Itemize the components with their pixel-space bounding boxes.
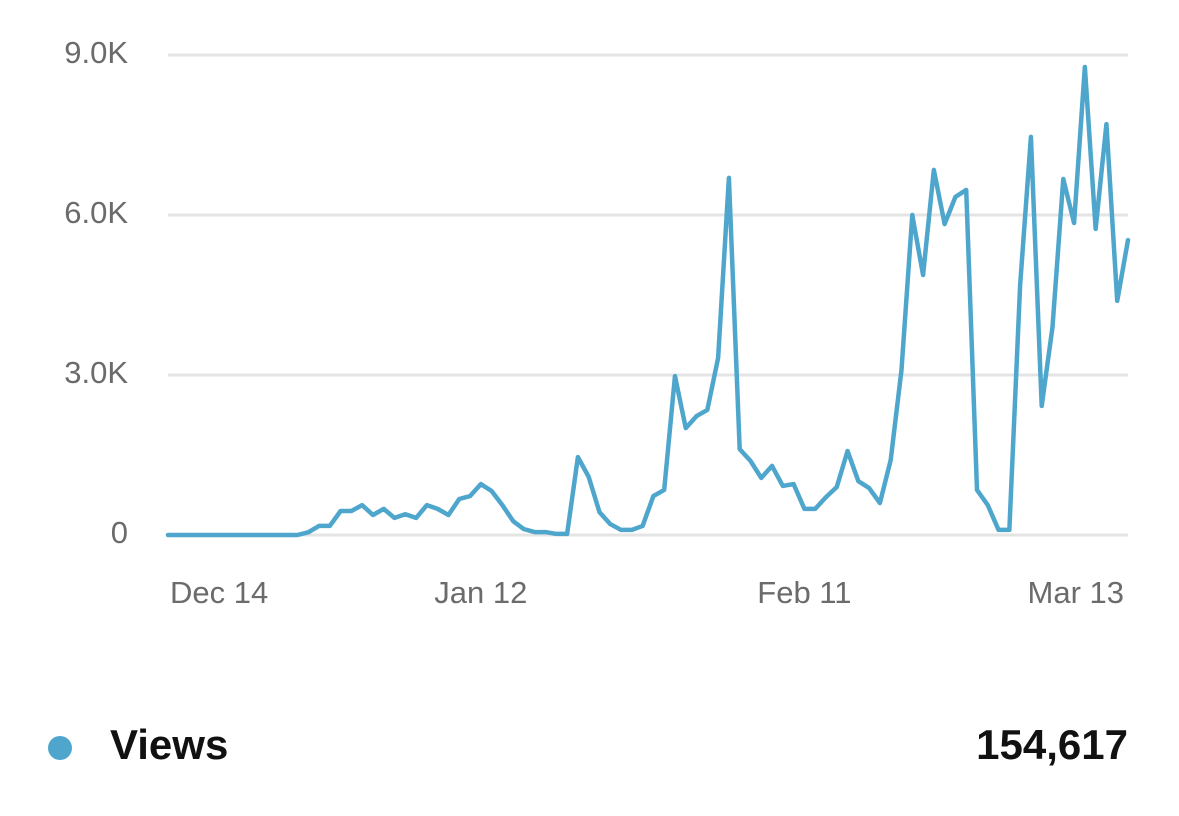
legend-label: Views	[110, 721, 228, 768]
x-tick-label: Mar 13	[1028, 575, 1124, 610]
line	[165, 64, 1131, 538]
y-tick-label: 6.0K	[64, 195, 128, 230]
x-tick-label: Jan 12	[434, 575, 527, 610]
legend-dot	[48, 736, 72, 760]
y-tick-label: 3.0K	[64, 355, 128, 390]
y-tick-label: 0	[111, 515, 128, 550]
x-tick-label: Dec 14	[170, 575, 268, 610]
x-tick-label: Feb 11	[757, 575, 851, 610]
y-tick-label: 9.0K	[64, 35, 128, 70]
total-value: 154,617	[976, 721, 1128, 768]
